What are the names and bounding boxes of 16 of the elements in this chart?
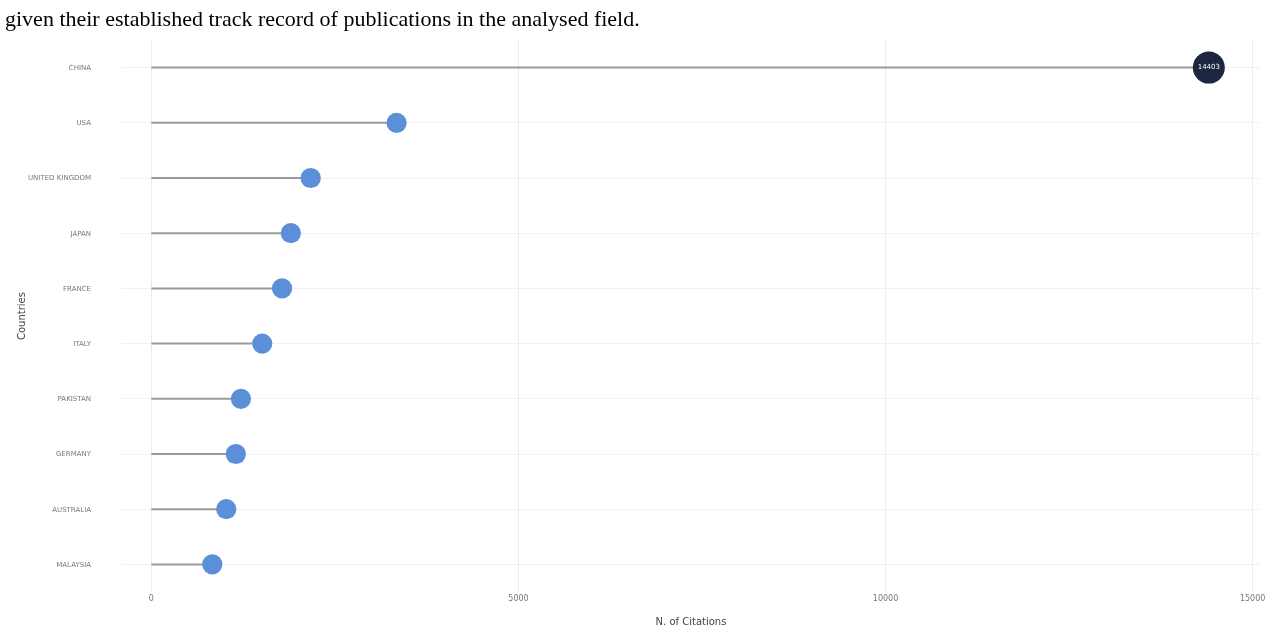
- x-tick-label: 5000: [508, 594, 529, 603]
- x-axis-title: N. of Citations: [655, 615, 727, 627]
- y-axis-title: Countries: [16, 292, 27, 340]
- point: [386, 112, 407, 133]
- x-tick-label: 0: [148, 594, 154, 603]
- point: [216, 499, 237, 520]
- point: [225, 443, 246, 465]
- point: [252, 333, 273, 354]
- point: [280, 223, 301, 244]
- point: [300, 167, 321, 189]
- point: [271, 278, 293, 299]
- point: [230, 388, 252, 409]
- text: given their established track record of publications in the analysed field.: [5, 6, 640, 31]
- x-tick-label: 15000: [1239, 594, 1266, 603]
- point: [202, 554, 223, 575]
- x-tick-label: 10000: [872, 594, 899, 603]
